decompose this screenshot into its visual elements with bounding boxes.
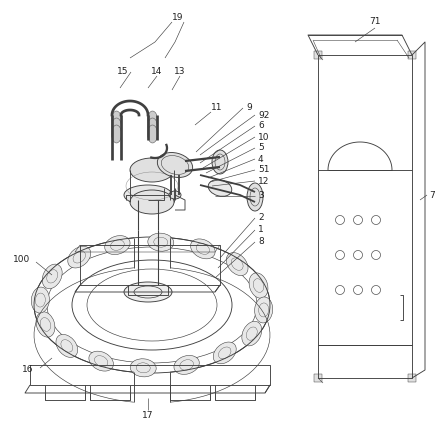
Ellipse shape [31, 287, 49, 313]
Text: 6: 6 [258, 122, 264, 131]
Text: 8: 8 [258, 237, 264, 247]
Ellipse shape [148, 125, 158, 143]
Ellipse shape [148, 118, 158, 136]
Ellipse shape [249, 273, 268, 298]
Ellipse shape [148, 111, 158, 129]
Text: 92: 92 [258, 111, 269, 119]
Ellipse shape [89, 351, 113, 371]
Ellipse shape [36, 312, 55, 337]
Text: 4: 4 [258, 155, 264, 164]
Ellipse shape [105, 236, 130, 254]
Text: 15: 15 [117, 68, 129, 76]
Ellipse shape [255, 297, 273, 323]
Text: 14: 14 [152, 68, 163, 76]
Bar [408, 374, 416, 382]
Ellipse shape [112, 111, 121, 129]
Ellipse shape [124, 282, 172, 302]
Bar [314, 374, 322, 382]
Text: 12: 12 [258, 177, 269, 185]
Ellipse shape [247, 183, 263, 211]
Ellipse shape [130, 359, 156, 377]
Ellipse shape [226, 253, 248, 276]
Ellipse shape [208, 180, 232, 196]
Ellipse shape [124, 185, 172, 205]
Text: 7: 7 [429, 191, 435, 200]
Ellipse shape [242, 321, 262, 346]
Ellipse shape [56, 335, 78, 358]
Text: 3: 3 [258, 191, 264, 201]
Text: 17: 17 [142, 411, 154, 420]
Text: 16: 16 [22, 365, 34, 375]
Ellipse shape [213, 342, 236, 364]
Text: 5: 5 [258, 144, 264, 152]
Bar [408, 51, 416, 59]
Text: 100: 100 [13, 256, 31, 264]
Ellipse shape [190, 239, 215, 259]
Ellipse shape [130, 158, 174, 182]
Ellipse shape [169, 191, 181, 199]
Text: 71: 71 [369, 17, 381, 26]
Text: 9: 9 [246, 103, 252, 112]
Ellipse shape [212, 150, 228, 174]
Text: 2: 2 [258, 214, 264, 223]
Text: 13: 13 [174, 68, 186, 76]
Text: 10: 10 [258, 132, 269, 141]
Text: 1: 1 [258, 226, 264, 234]
Text: 11: 11 [211, 103, 223, 112]
Ellipse shape [68, 246, 91, 268]
Text: 19: 19 [172, 13, 184, 23]
Ellipse shape [174, 355, 199, 375]
Ellipse shape [112, 118, 121, 136]
Ellipse shape [130, 190, 174, 214]
Ellipse shape [148, 233, 174, 251]
Ellipse shape [42, 264, 62, 289]
Bar [314, 51, 322, 59]
Ellipse shape [157, 152, 193, 178]
Ellipse shape [112, 125, 121, 143]
Text: 51: 51 [258, 165, 269, 174]
